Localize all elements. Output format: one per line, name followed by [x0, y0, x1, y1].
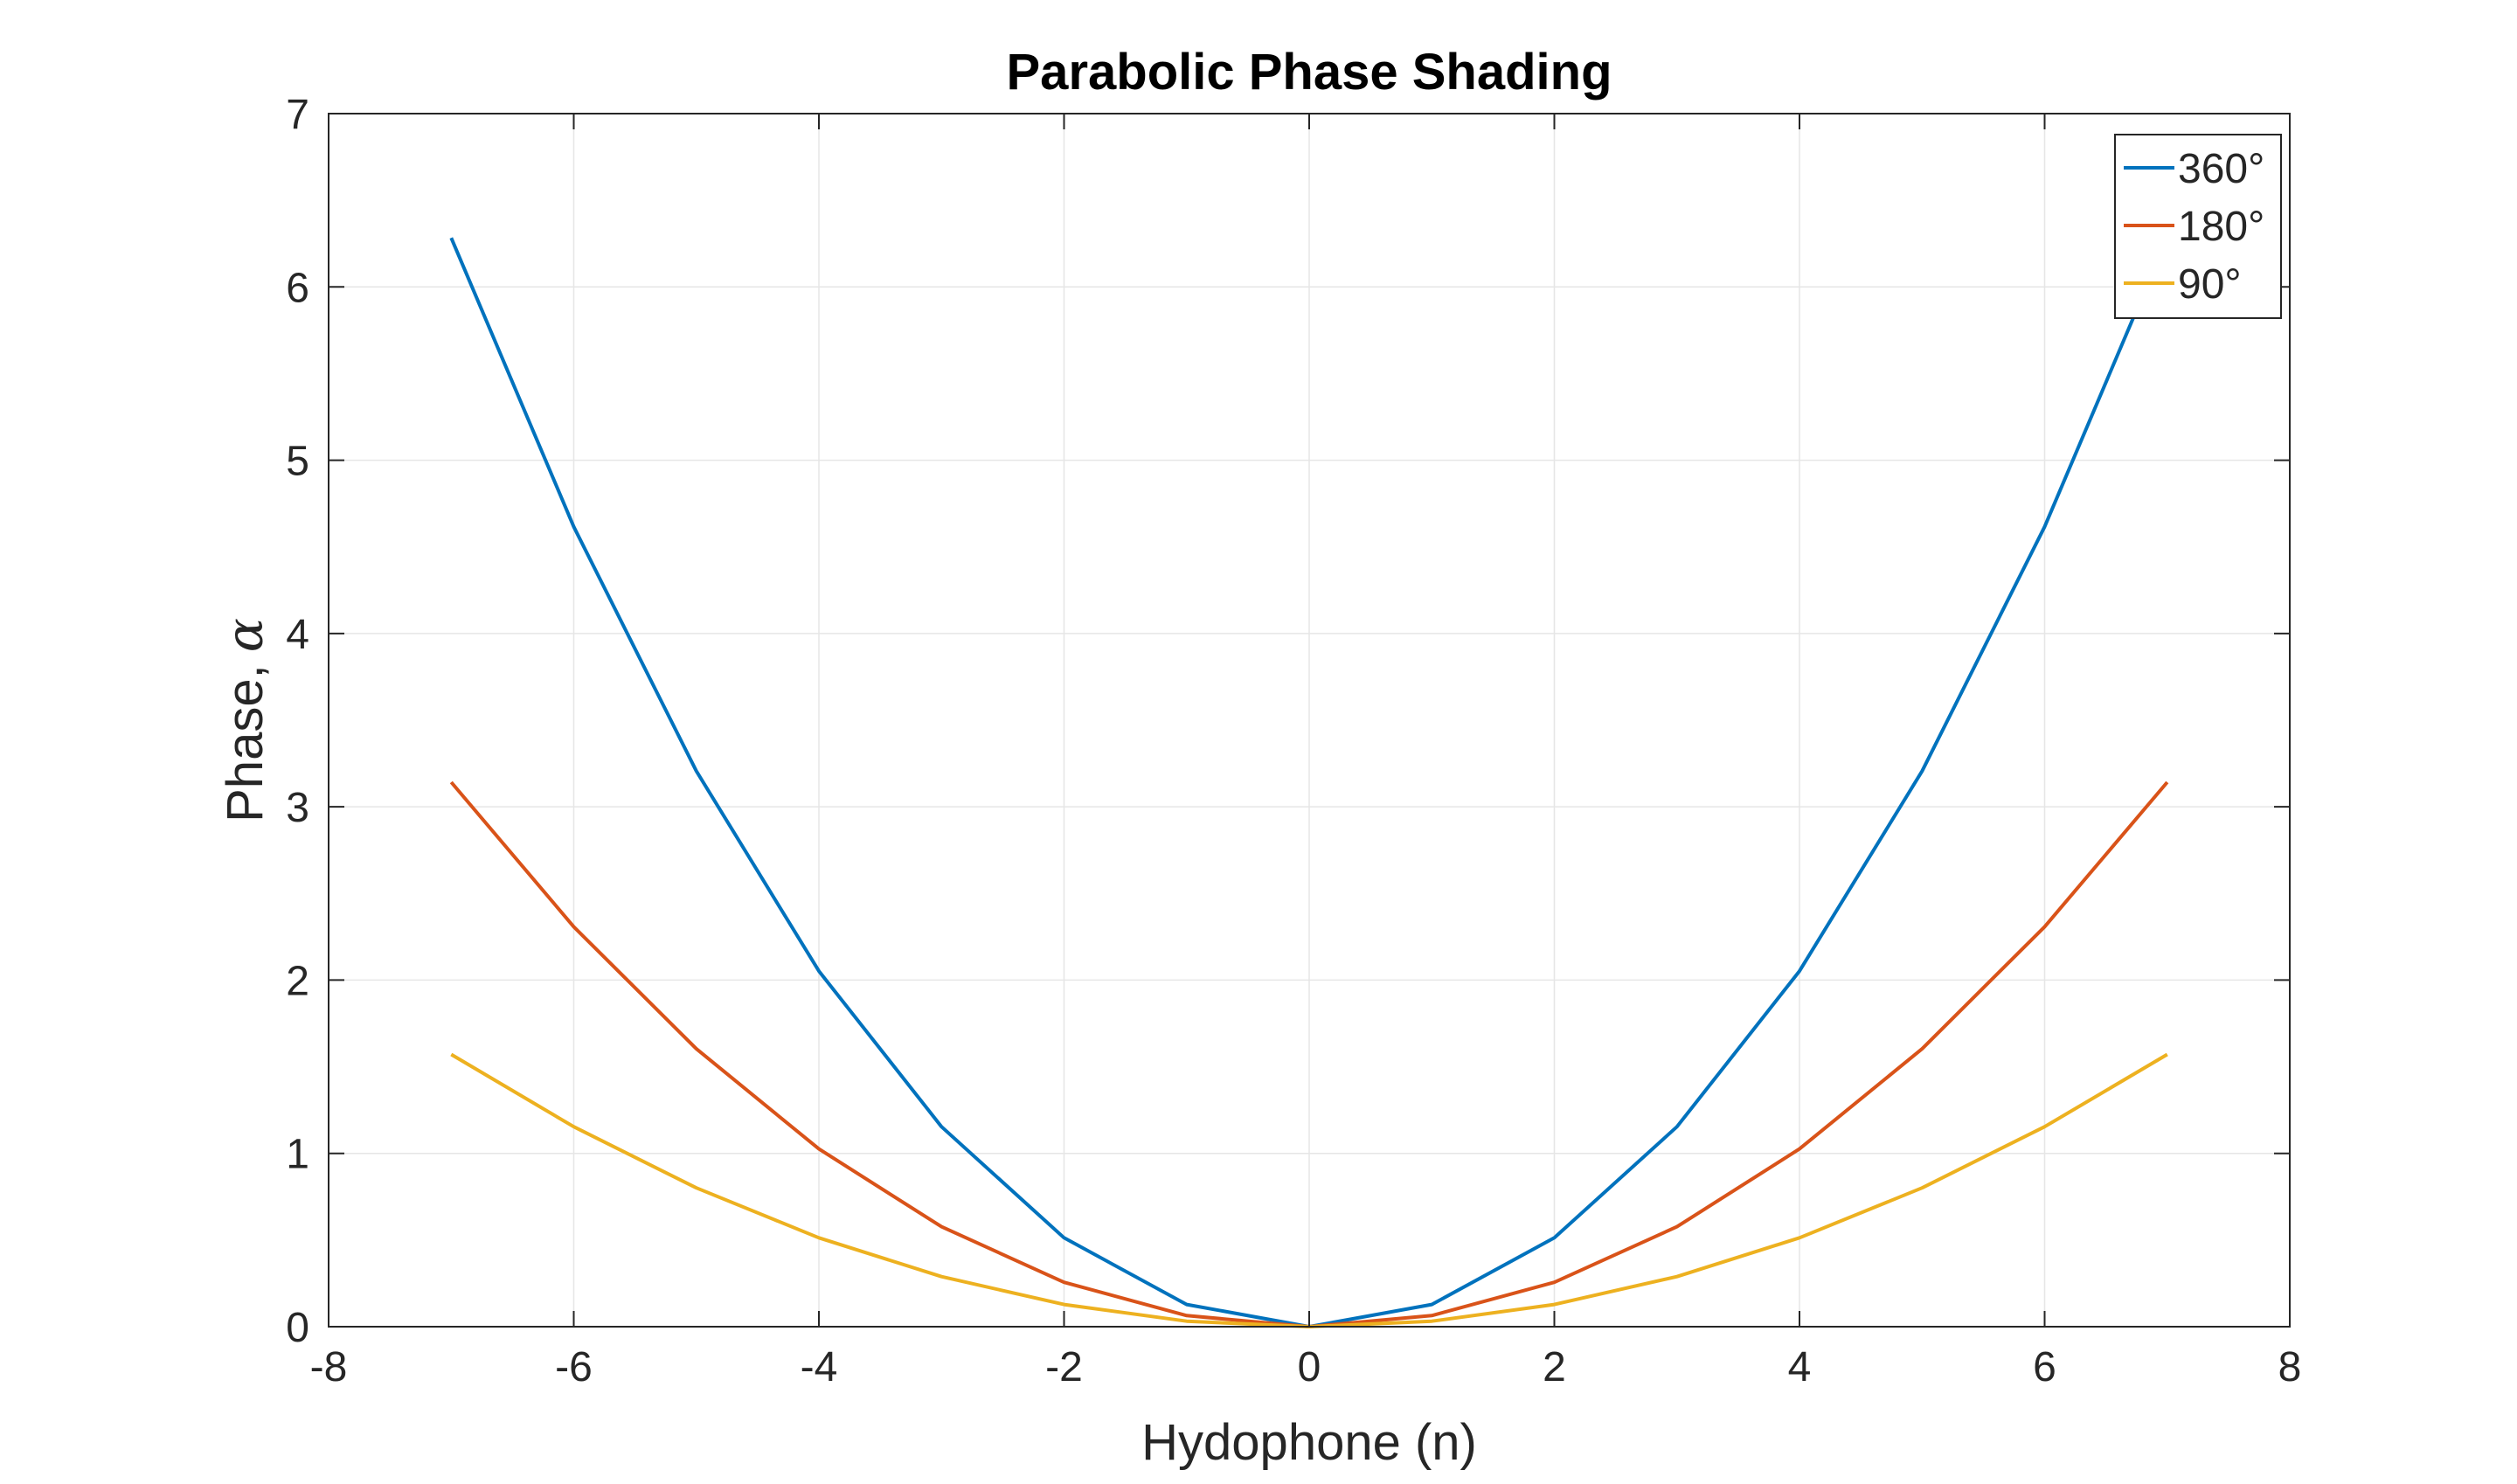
y-axis-label-symbol: α: [215, 618, 274, 652]
x-tick-label: 8: [2278, 1344, 2302, 1390]
y-tick-label: 1: [286, 1132, 309, 1178]
x-axis-label: Hydophone (n): [1141, 1414, 1477, 1471]
y-tick-label: 0: [286, 1305, 309, 1351]
y-tick-label: 6: [286, 265, 309, 311]
x-tick-label: -8: [310, 1344, 348, 1390]
tick-labels: -8 -6 -4 -2 0 2 4 6 8 0 1 2 3 4 5 6 7: [286, 92, 2301, 1390]
y-tick-label: 3: [286, 785, 309, 831]
axes: [328, 113, 2291, 1328]
x-tick-label: 2: [1543, 1344, 1566, 1390]
legend-label-2: 180°: [2178, 204, 2264, 250]
x-tick-label: 4: [1788, 1344, 1812, 1390]
x-tick-label: 0: [1298, 1344, 1321, 1390]
legend-label-3: 90°: [2178, 261, 2242, 308]
y-axis-label: Phase, α: [215, 618, 274, 822]
y-axis-label-text: Phase,: [217, 664, 274, 822]
x-tick-label: -6: [555, 1344, 593, 1390]
y-tick-label: 7: [286, 92, 309, 138]
y-tick-label: 5: [286, 439, 309, 485]
y-tick-label: 4: [286, 612, 309, 658]
x-tick-label: -4: [801, 1344, 838, 1390]
y-tick-label: 2: [286, 958, 309, 1004]
x-tick-label: -2: [1045, 1344, 1083, 1390]
x-tick-label: 6: [2033, 1344, 2056, 1390]
chart-title: Parabolic Phase Shading: [1007, 44, 1612, 101]
legend: 360° 180° 90°: [2114, 134, 2282, 319]
legend-label-1: 360°: [2178, 146, 2264, 192]
